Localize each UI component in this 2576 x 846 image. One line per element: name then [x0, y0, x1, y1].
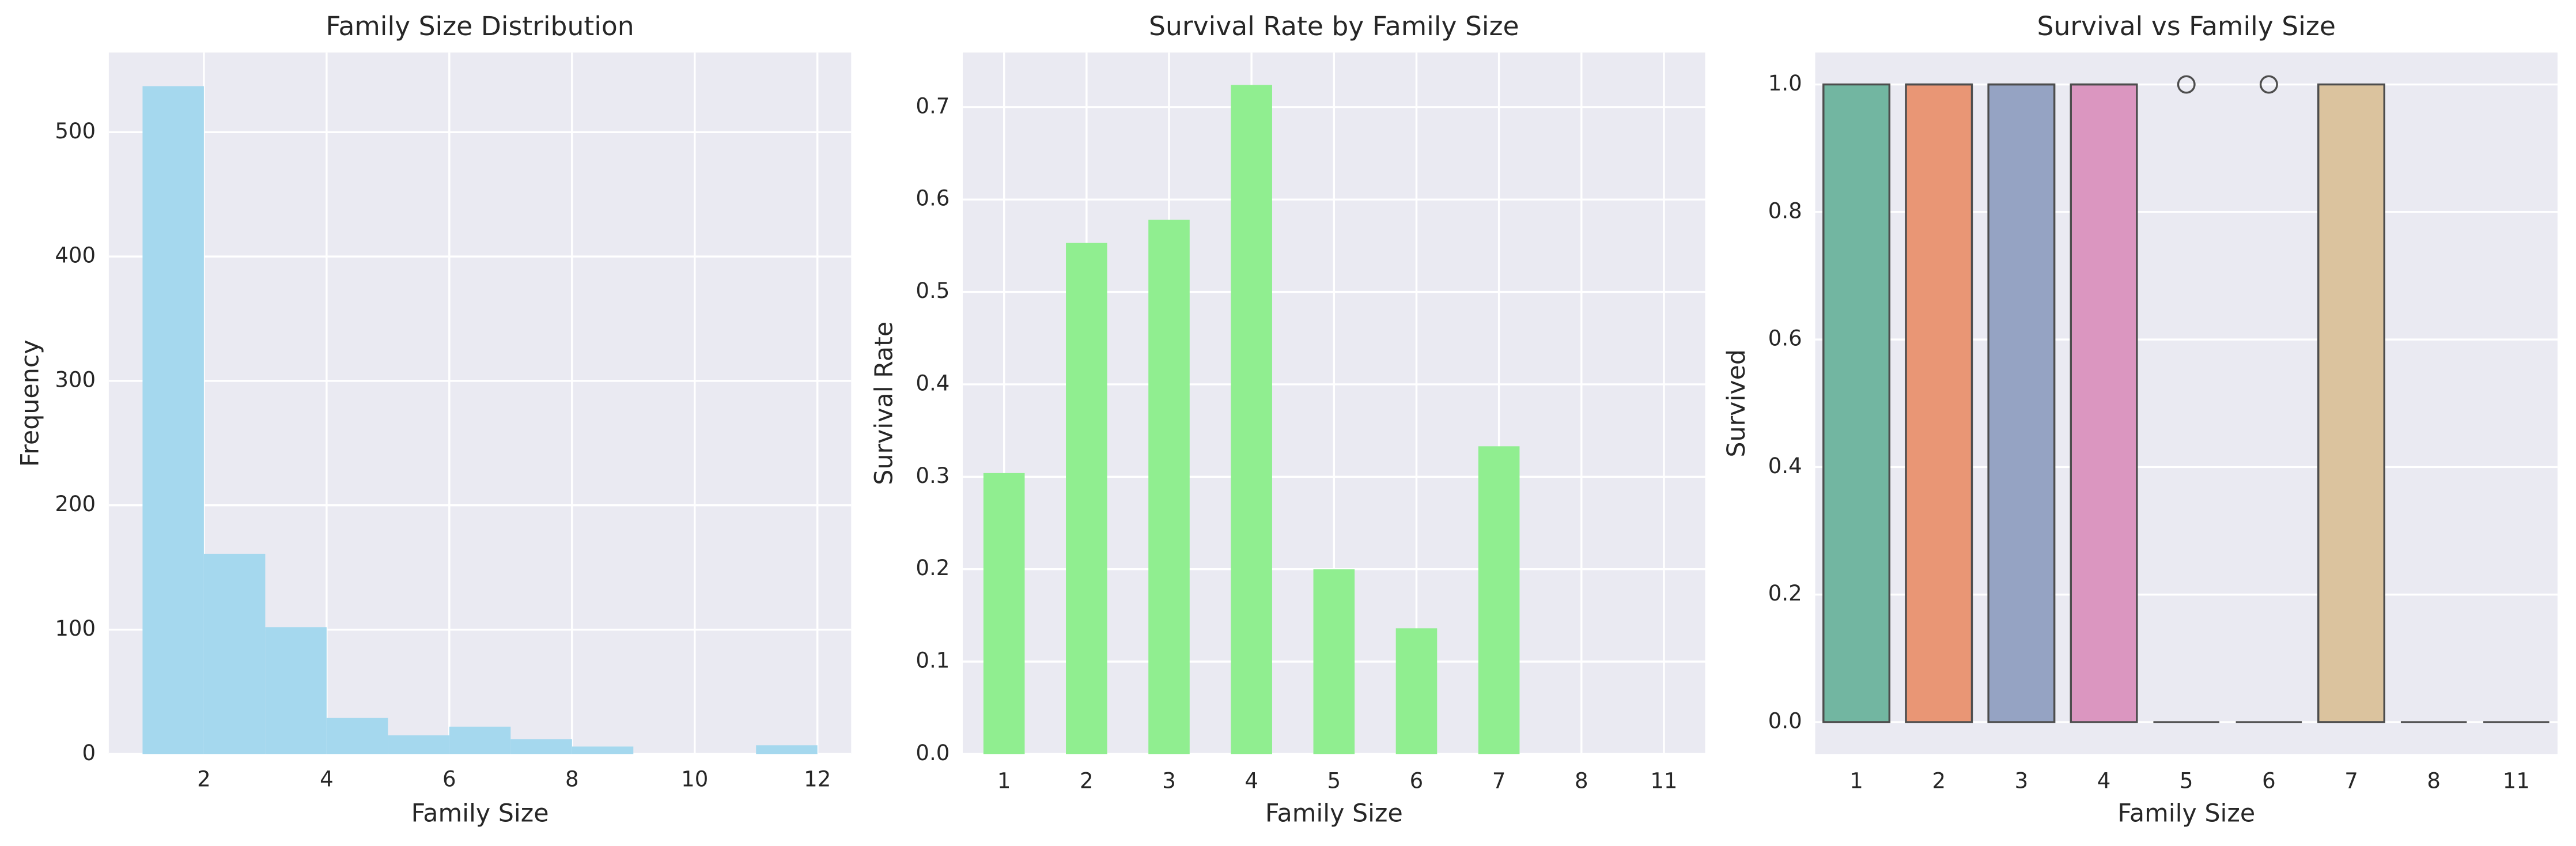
histogram-bar	[510, 739, 572, 754]
y-tick-label: 0.3	[916, 463, 950, 488]
chart-title: Survival vs Family Size	[2037, 11, 2336, 41]
chart-title: Survival Rate by Family Size	[1149, 11, 1519, 41]
y-tick-label: 300	[55, 367, 96, 392]
y-tick-label: 0.4	[916, 371, 950, 395]
x-tick-label: 12	[804, 766, 831, 791]
x-tick-label: 1	[997, 768, 1011, 793]
x-tick-label: 6	[442, 766, 456, 791]
y-tick-label: 400	[55, 243, 96, 268]
x-tick-label: 8	[2427, 768, 2441, 793]
y-tick-label: 0.0	[916, 741, 950, 765]
y-tick-label: 200	[55, 492, 96, 516]
box	[1987, 83, 2056, 723]
bar	[1313, 569, 1355, 754]
histogram-bar	[449, 726, 511, 754]
y-tick-label: 100	[55, 616, 96, 641]
y-tick-label: 0.6	[1768, 326, 1802, 351]
x-tick-label: 7	[2344, 768, 2358, 793]
x-axis-label: Family Size	[411, 799, 549, 828]
y-tick-label: 0.2	[1768, 581, 1802, 606]
box	[1905, 83, 1973, 723]
x-tick-label: 1	[1849, 768, 1863, 793]
histogram-bar	[756, 745, 818, 754]
x-tick-label: 2	[1932, 768, 1946, 793]
y-axis-label: Survived	[1722, 349, 1751, 458]
y-tick-label: 0.4	[1768, 454, 1802, 478]
x-tick-label: 5	[2180, 768, 2193, 793]
x-tick-label: 10	[681, 766, 708, 791]
x-tick-label: 6	[1410, 768, 1424, 793]
y-tick-label: 0	[82, 741, 96, 765]
outlier	[2177, 75, 2196, 94]
x-axis-label: Family Size	[1265, 799, 1403, 828]
histogram-bar	[265, 627, 327, 754]
y-tick-label: 0.6	[916, 186, 950, 211]
y-tick-label: 500	[55, 119, 96, 143]
x-tick-label: 4	[1245, 768, 1258, 793]
y-tick-label: 0.1	[916, 648, 950, 673]
bar	[983, 473, 1025, 754]
y-axis-label: Frequency	[16, 339, 44, 467]
y-tick-label: 0.0	[1768, 709, 1802, 734]
histogram-bar	[572, 746, 634, 754]
x-tick-label: 4	[2097, 768, 2111, 793]
x-tick-label: 3	[2015, 768, 2029, 793]
x-tick-label: 3	[1162, 768, 1176, 793]
bar	[1066, 243, 1107, 754]
outlier	[2259, 75, 2278, 94]
y-tick-label: 0.5	[916, 278, 950, 303]
box	[2317, 83, 2386, 723]
bar	[1478, 446, 1520, 754]
box	[2070, 83, 2138, 723]
y-tick-label: 0.8	[1768, 198, 1802, 223]
x-tick-label: 5	[1327, 768, 1341, 793]
box	[1822, 83, 1891, 723]
x-tick-label: 2	[1080, 768, 1094, 793]
x-tick-label: 8	[565, 766, 579, 791]
x-tick-label: 6	[2262, 768, 2276, 793]
x-axis-label: Family Size	[2117, 799, 2255, 828]
bar	[1395, 628, 1438, 754]
y-tick-label: 0.7	[916, 93, 950, 118]
histogram-bar	[326, 717, 388, 754]
x-tick-label: 2	[197, 766, 211, 791]
bar	[1148, 220, 1190, 754]
histogram-bar	[203, 553, 266, 754]
x-tick-label: 8	[1575, 768, 1588, 793]
chart-title: Family Size Distribution	[326, 11, 634, 41]
bar	[1231, 85, 1272, 754]
y-tick-label: 0.2	[916, 556, 950, 580]
histogram-bar	[142, 86, 204, 754]
y-tick-label: 1.0	[1768, 71, 1802, 96]
x-tick-label: 4	[320, 766, 334, 791]
histogram-bar	[388, 735, 449, 754]
x-tick-label: 11	[2503, 768, 2530, 793]
y-axis-label: Survival Rate	[870, 322, 899, 485]
x-tick-label: 11	[1650, 768, 1677, 793]
x-tick-label: 7	[1492, 768, 1506, 793]
